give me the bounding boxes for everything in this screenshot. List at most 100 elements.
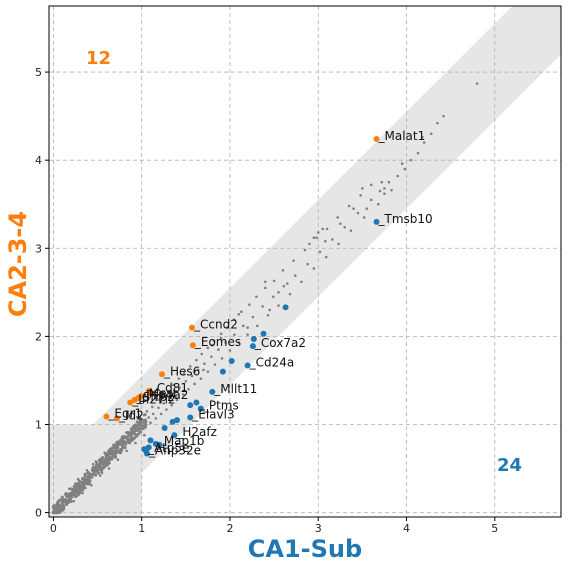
background-point bbox=[100, 469, 104, 473]
background-point bbox=[233, 333, 236, 336]
background-point bbox=[64, 502, 68, 506]
down-gene-point bbox=[260, 330, 267, 337]
background-point bbox=[396, 174, 399, 178]
background-point bbox=[133, 423, 137, 427]
background-point bbox=[83, 474, 87, 478]
background-point bbox=[69, 500, 73, 504]
background-point bbox=[87, 482, 91, 486]
background-point bbox=[300, 280, 303, 284]
background-point bbox=[145, 409, 149, 413]
down-gene-label: _Ptms bbox=[202, 399, 239, 413]
background-point bbox=[72, 499, 76, 503]
background-point bbox=[228, 349, 232, 352]
background-point bbox=[110, 449, 114, 453]
x-tick-label: 0 bbox=[50, 522, 57, 535]
down-count: 24 bbox=[497, 455, 522, 476]
x-tick-label: 3 bbox=[315, 522, 322, 535]
background-point bbox=[94, 466, 98, 470]
background-point bbox=[217, 348, 220, 351]
background-point bbox=[64, 498, 68, 502]
background-point bbox=[118, 442, 122, 446]
background-point bbox=[162, 402, 166, 405]
background-point bbox=[336, 216, 339, 219]
background-point bbox=[91, 462, 95, 466]
background-point bbox=[105, 461, 109, 465]
y-tick-label: 5 bbox=[35, 66, 42, 79]
background-point bbox=[339, 222, 342, 225]
background-point bbox=[120, 437, 124, 441]
background-point bbox=[200, 352, 204, 356]
background-point bbox=[91, 472, 95, 476]
x-tick-label: 4 bbox=[403, 522, 410, 535]
background-point bbox=[108, 457, 112, 461]
background-point bbox=[81, 484, 85, 488]
background-point bbox=[362, 216, 366, 219]
background-point bbox=[80, 487, 84, 491]
background-point bbox=[237, 341, 241, 344]
labels-layer: _Malat1 _Ccnd2 _Eomes _Hes6 _Cd81_Mest_Ptp4a… bbox=[107, 129, 432, 458]
background-point bbox=[429, 132, 433, 136]
y-tick-label: 4 bbox=[35, 154, 42, 167]
down-gene-point bbox=[187, 402, 194, 409]
background-point bbox=[347, 204, 351, 208]
background-point bbox=[134, 428, 138, 432]
background-point bbox=[184, 380, 188, 383]
background-point bbox=[71, 489, 75, 493]
background-point bbox=[98, 474, 102, 477]
down-gene-point bbox=[197, 405, 204, 412]
background-point bbox=[141, 424, 145, 428]
background-point bbox=[84, 478, 88, 482]
background-point bbox=[103, 464, 107, 468]
up-gene-label: _Sfrp2 bbox=[136, 390, 175, 404]
background-point bbox=[118, 451, 122, 455]
background-point bbox=[256, 324, 259, 328]
background-point bbox=[142, 421, 146, 425]
background-point bbox=[240, 310, 243, 314]
x-tick-label: 2 bbox=[226, 522, 233, 535]
background-point bbox=[98, 465, 102, 469]
background-point bbox=[206, 370, 210, 373]
down-gene-point bbox=[156, 441, 163, 448]
background-point bbox=[57, 500, 61, 504]
background-point bbox=[248, 303, 251, 306]
background-point bbox=[292, 259, 295, 262]
background-point bbox=[409, 158, 413, 162]
background-point bbox=[137, 422, 141, 426]
background-point bbox=[271, 295, 275, 299]
background-point bbox=[193, 382, 196, 386]
background-point bbox=[74, 485, 78, 489]
down-gene-point bbox=[193, 399, 200, 406]
up-count: 12 bbox=[86, 48, 111, 69]
background-point bbox=[331, 238, 334, 241]
background-point bbox=[316, 231, 320, 234]
background-point bbox=[139, 417, 143, 421]
up-gene-point bbox=[158, 371, 165, 378]
background-point bbox=[361, 187, 364, 190]
down-gene-point bbox=[187, 414, 194, 421]
up-gene-label: _Eomes bbox=[194, 335, 241, 349]
background-point bbox=[161, 394, 165, 398]
background-point bbox=[123, 440, 127, 444]
down-gene-label: _Mllt11 bbox=[213, 382, 257, 396]
x-tick-label: 1 bbox=[138, 522, 145, 535]
up-gene-label: _Id2 bbox=[118, 408, 144, 422]
background-point bbox=[365, 207, 369, 210]
background-point bbox=[210, 355, 213, 358]
background-point bbox=[154, 417, 158, 420]
up-gene-label: _Malat1 bbox=[378, 129, 426, 143]
background-point bbox=[77, 481, 81, 485]
up-gene-point bbox=[113, 415, 120, 422]
background-point bbox=[383, 187, 386, 190]
background-point bbox=[70, 495, 74, 499]
background-point bbox=[359, 194, 362, 197]
down-gene-point bbox=[219, 368, 226, 375]
background-point bbox=[83, 472, 87, 476]
background-point bbox=[116, 446, 120, 450]
down-gene-label: _Elavl3 bbox=[191, 407, 234, 421]
background-point bbox=[337, 242, 340, 246]
background-point bbox=[219, 332, 223, 336]
background-point bbox=[127, 433, 131, 437]
background-point bbox=[120, 447, 124, 451]
down-gene-point bbox=[373, 218, 380, 225]
